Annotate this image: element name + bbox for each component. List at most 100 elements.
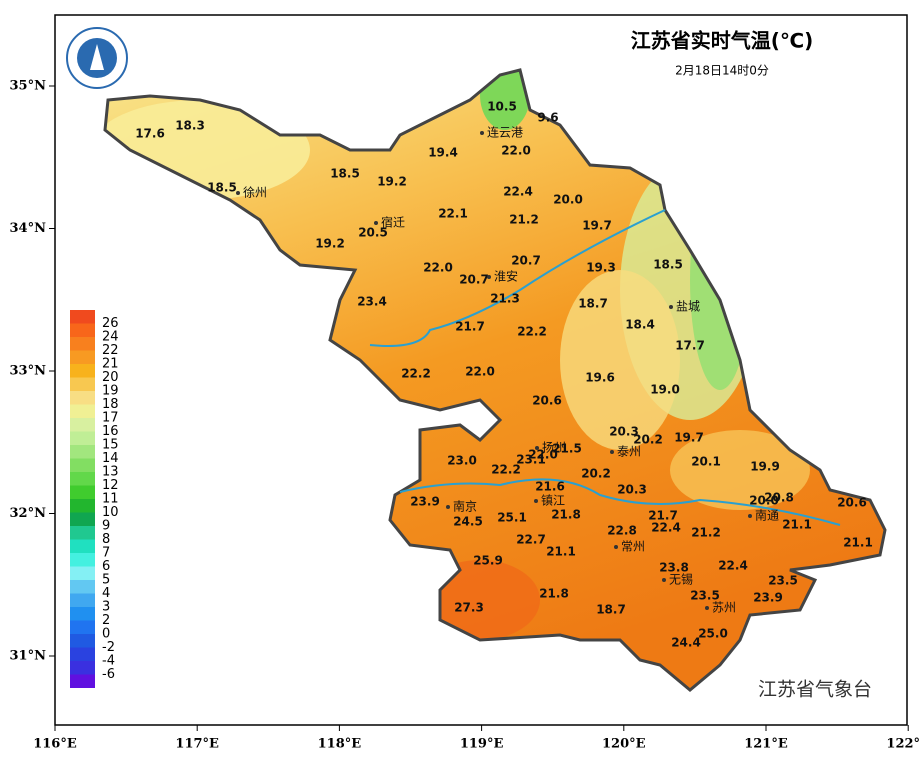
station-value: 18.7	[578, 297, 608, 311]
legend-label: -2	[102, 640, 115, 655]
legend-label: 22	[102, 343, 119, 358]
station-value: 20.3	[617, 483, 647, 497]
station-value: 19.7	[674, 431, 704, 445]
station-value: 21.2	[509, 213, 539, 227]
city-name: 南通	[755, 508, 779, 523]
legend-swatch	[70, 485, 95, 499]
station-value: 22.7	[516, 533, 546, 547]
station-value: 20.7	[511, 254, 541, 268]
station-value: 20.2	[633, 433, 663, 447]
station-value: 23.5	[768, 574, 798, 588]
city-name: 无锡	[669, 572, 693, 587]
station-value: 9.6	[537, 111, 558, 125]
legend-label: 12	[102, 478, 119, 493]
city-name: 宿迁	[381, 215, 405, 230]
station-value: 22.0	[465, 365, 495, 379]
city-name: 徐州	[243, 185, 267, 200]
y-tick-label: 33°N	[10, 364, 47, 379]
legend-label: 17	[102, 411, 119, 426]
city-name: 连云港	[487, 125, 523, 140]
legend-swatch	[70, 472, 95, 486]
station-value: 19.6	[585, 371, 615, 385]
station-value: 21.1	[843, 536, 873, 550]
station-value: 22.8	[607, 524, 637, 538]
station-value: 25.1	[497, 511, 527, 525]
legend-swatch	[70, 377, 95, 391]
station-value: 18.3	[175, 119, 205, 133]
subtitle: 2月18日14时0分	[675, 64, 769, 78]
station-value: 19.4	[428, 146, 458, 160]
station-value: 24.4	[671, 636, 701, 650]
city-dot	[480, 131, 484, 135]
legend-swatch	[70, 607, 95, 621]
legend-label: 6	[102, 559, 110, 574]
station-value: 22.1	[438, 207, 468, 221]
station-value: 20.3	[609, 425, 639, 439]
city-dot	[669, 305, 673, 309]
station-value: 22.2	[517, 325, 547, 339]
legend-swatch	[70, 364, 95, 378]
x-tick-label: 122°E	[886, 737, 920, 752]
x-tick-label: 120°E	[602, 737, 646, 752]
station-value: 18.5	[207, 181, 237, 195]
legend-swatch	[70, 674, 95, 688]
station-value: 19.2	[315, 237, 345, 251]
legend-label: 9	[102, 519, 110, 534]
city-dot	[236, 191, 240, 195]
station-value: 23.9	[410, 495, 440, 509]
legend-label: -6	[102, 667, 115, 682]
city-name: 扬州	[542, 440, 566, 455]
station-value: 20.0	[553, 193, 583, 207]
legend-swatch	[70, 512, 95, 526]
station-value: 27.3	[454, 601, 484, 615]
station-value: 23.9	[753, 591, 783, 605]
station-value: 21.6	[535, 480, 565, 494]
legend-label: 19	[102, 384, 119, 399]
legend-swatch	[70, 445, 95, 459]
x-tick-label: 119°E	[460, 737, 504, 752]
legend-label: 4	[102, 586, 110, 601]
city-name: 南京	[453, 499, 477, 514]
station-value: 17.7	[675, 339, 705, 353]
legend-swatch	[70, 539, 95, 553]
legend-label: 21	[102, 357, 119, 372]
station-value: 22.4	[718, 559, 748, 573]
legend-label: 14	[102, 451, 119, 466]
legend-label: 11	[102, 492, 119, 507]
city-dot	[705, 606, 709, 610]
station-value: 20.5	[358, 226, 388, 240]
legend-label: 20	[102, 370, 119, 385]
legend-label: 7	[102, 546, 110, 561]
logo	[66, 27, 128, 89]
legend-swatch	[70, 337, 95, 351]
city-dot	[610, 450, 614, 454]
city-name: 常州	[621, 540, 645, 554]
station-value: 20.7	[459, 273, 489, 287]
station-value: 23.8	[659, 561, 689, 575]
legend-label: 10	[102, 505, 119, 520]
legend-label: 18	[102, 397, 119, 412]
city-dot	[487, 275, 491, 279]
station-value: 10.5	[487, 100, 517, 114]
city-name: 苏州	[712, 601, 736, 615]
city-dot	[662, 578, 666, 582]
station-value: 20.1	[691, 455, 721, 469]
legend-label: 16	[102, 424, 119, 439]
station-value: 18.4	[625, 318, 655, 332]
station-value: 23.1	[516, 453, 546, 467]
river	[399, 478, 841, 526]
station-value: 19.9	[750, 460, 780, 474]
legend-swatch	[70, 310, 95, 324]
station-value: 18.5	[330, 167, 360, 181]
legend-swatch	[70, 391, 95, 405]
y-tick-label: 35°N	[10, 79, 47, 94]
legend-label: 15	[102, 438, 119, 453]
station-value: 19.7	[582, 219, 612, 233]
legend-swatch	[70, 593, 95, 607]
station-value: 21.7	[455, 320, 485, 334]
legend-swatch	[70, 418, 95, 432]
station-value: 21.1	[782, 518, 812, 532]
legend-label: 3	[102, 600, 110, 615]
city-name: 镇江	[541, 494, 565, 508]
